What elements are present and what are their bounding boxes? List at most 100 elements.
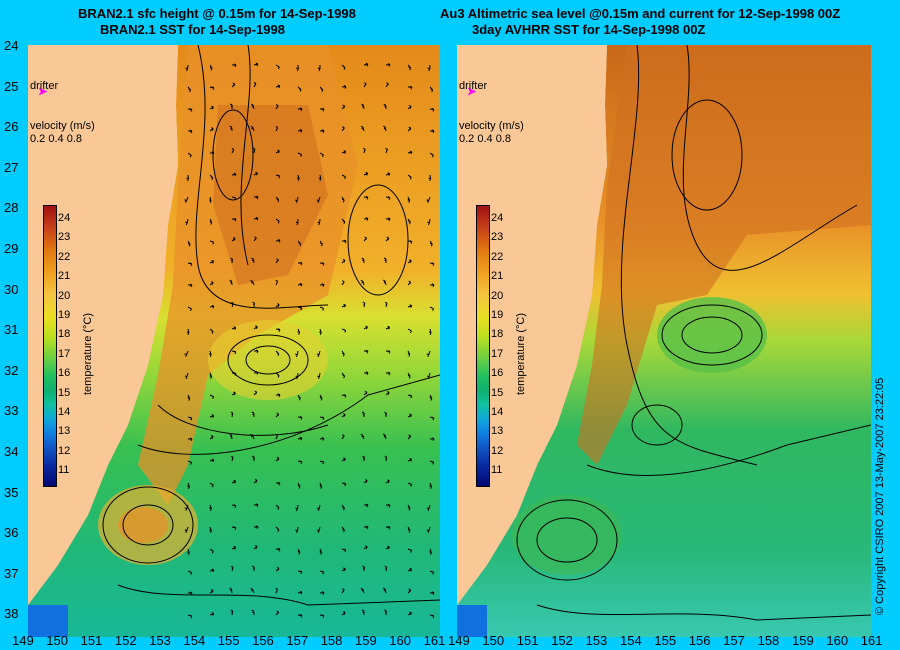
colorbar-tick: 16 xyxy=(58,367,71,380)
velocity-arrow xyxy=(341,85,347,89)
right-panel-title: Au3 Altimetric sea level @0.15m and curr… xyxy=(440,6,841,21)
velocity-arrow xyxy=(297,416,303,420)
velocity-arrow xyxy=(187,460,193,465)
velocity-arrow xyxy=(341,328,347,333)
velocity-arrow xyxy=(319,437,325,441)
velocity-arrow xyxy=(341,567,346,572)
velocity-arrow xyxy=(384,565,388,572)
velocity-arrow xyxy=(250,433,255,440)
velocity-label: velocity (m/s) xyxy=(30,120,95,132)
velocity-arrow xyxy=(253,503,259,508)
velocity-arrow xyxy=(209,548,214,554)
velocity-arrow xyxy=(382,125,387,132)
longitude-tick: 161 xyxy=(860,633,883,648)
velocity-arrow xyxy=(362,147,366,154)
velocity-arrow xyxy=(275,328,281,332)
velocity-arrow xyxy=(231,545,237,550)
velocity-arrow xyxy=(253,82,257,88)
velocity-arrow xyxy=(363,82,367,88)
velocity-arrow xyxy=(275,303,280,308)
drifter-label: drifter xyxy=(459,80,488,92)
velocity-arrow xyxy=(363,349,369,354)
velocity-arrow xyxy=(363,390,368,396)
velocity-arrow xyxy=(319,129,325,133)
velocity-arrow xyxy=(209,86,215,91)
velocity-arrow xyxy=(407,350,411,357)
velocity-arrow xyxy=(253,325,258,330)
velocity-arrow xyxy=(295,526,299,534)
colorbar-tick: 23 xyxy=(491,231,504,244)
velocity-arrow xyxy=(297,86,302,92)
velocity-arrow xyxy=(316,504,321,512)
velocity-arrow xyxy=(231,82,236,88)
velocity-arrow xyxy=(319,262,325,266)
velocity-arrow xyxy=(297,306,303,311)
velocity-arrow xyxy=(253,371,259,375)
velocity-arrow xyxy=(384,411,387,418)
longitude-tick: 157 xyxy=(723,633,745,648)
velocity-arrow xyxy=(297,152,303,157)
velocity-arrow xyxy=(385,350,391,354)
velocity-arrow xyxy=(229,125,233,132)
longitude-tick: 154 xyxy=(620,633,642,648)
velocity-arrow xyxy=(318,174,322,182)
velocity-arrow xyxy=(360,125,365,132)
velocity-arrow xyxy=(294,196,299,204)
colorbar-tick: 16 xyxy=(491,367,504,380)
velocity-scale: 0.2 0.4 0.8 xyxy=(459,133,511,145)
velocity-arrow xyxy=(187,306,192,312)
velocity-arrow xyxy=(275,218,280,224)
velocity-arrow xyxy=(385,371,391,376)
velocity-arrow xyxy=(209,526,212,533)
latitude-tick: 24 xyxy=(4,38,19,53)
latitude-tick: 35 xyxy=(4,484,19,500)
longitude-tick: 158 xyxy=(320,633,343,648)
velocity-arrow xyxy=(429,306,435,311)
colorbar-tick: 24 xyxy=(58,212,71,224)
colorbar-tick: 21 xyxy=(491,270,504,283)
colorbar-tick: 20 xyxy=(491,289,504,302)
velocity-arrow xyxy=(253,525,259,530)
velocity-arrow xyxy=(230,609,234,616)
velocity-arrow xyxy=(250,125,255,132)
colorbar-tick: 22 xyxy=(491,250,504,263)
velocity-label: velocity (m/s) xyxy=(459,120,524,132)
velocity-arrow xyxy=(382,587,387,594)
velocity-arrow xyxy=(429,548,432,555)
colorbar-tick: 17 xyxy=(58,347,71,360)
longitude-tick: 155 xyxy=(217,633,240,648)
velocity-arrow xyxy=(209,304,215,309)
longitude-tick: 158 xyxy=(757,633,780,648)
latitude-tick: 29 xyxy=(4,241,19,256)
velocity-arrow xyxy=(385,172,391,176)
velocity-arrow xyxy=(252,301,255,308)
velocity-arrow xyxy=(297,590,303,595)
velocity-arrow xyxy=(341,413,346,418)
temperature-colorbar xyxy=(43,205,57,487)
velocity-arrow xyxy=(407,482,413,487)
velocity-arrow xyxy=(429,129,435,134)
velocity-arrow xyxy=(362,301,366,308)
velocity-arrow xyxy=(251,455,255,462)
velocity-arrow xyxy=(295,504,299,512)
longitude-tick: 160 xyxy=(389,633,411,648)
velocity-arrow xyxy=(407,150,413,155)
velocity-arrow xyxy=(229,433,233,440)
velocity-arrow xyxy=(209,435,214,440)
velocity-arrow xyxy=(297,240,302,247)
velocity-arrow xyxy=(253,171,258,176)
colorbar-tick: 15 xyxy=(491,386,504,399)
drifter-marker: ➤ xyxy=(38,86,48,98)
velocity-arrow xyxy=(252,147,256,154)
velocity-arrow xyxy=(407,196,411,203)
velocity-arrow xyxy=(231,301,234,308)
velocity-arrow xyxy=(275,372,280,378)
velocity-arrow xyxy=(275,610,280,616)
velocity-arrow xyxy=(297,482,301,489)
velocity-arrow xyxy=(209,151,215,155)
velocity-arrow xyxy=(319,548,323,555)
velocity-arrow xyxy=(209,568,215,573)
velocity-arrow xyxy=(209,64,213,71)
velocity-arrow xyxy=(363,371,369,376)
velocity-arrow xyxy=(209,482,214,488)
